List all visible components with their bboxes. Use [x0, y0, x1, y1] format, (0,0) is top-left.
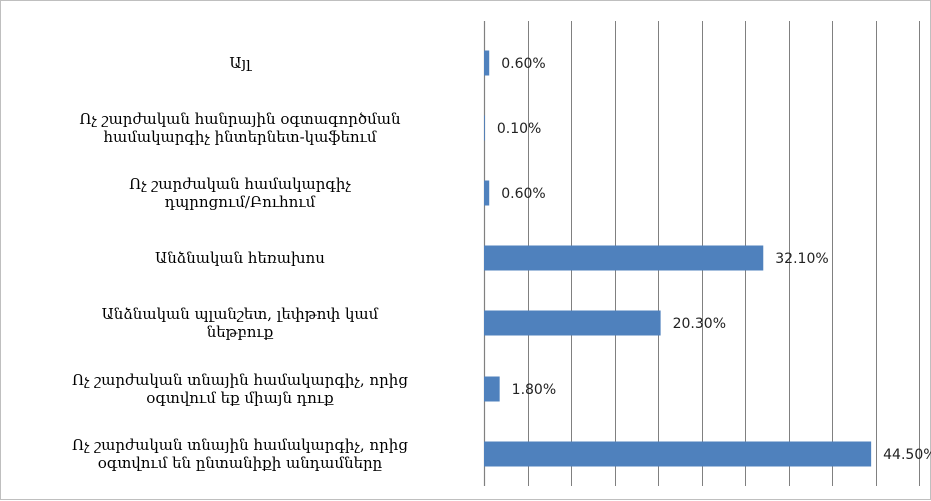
category-label-line: Ոչ շարժական տնային համակարգիչ, որից: [72, 436, 408, 454]
category-label-line: համակարգիչ ինտերնետ-կաֆեում: [103, 128, 377, 146]
category-label: Ոչ շարժական տնային համակարգիչ, որից օգտվո…: [9, 436, 471, 472]
bar: [484, 376, 500, 402]
data-label: 20.30%: [673, 316, 726, 332]
bar: [484, 180, 490, 206]
bar: [484, 441, 872, 467]
bar: [484, 50, 490, 76]
category-label-line: Անձնական հեռախոս: [155, 249, 325, 267]
category-label: Ոչ շարժական հանրային օգտագործման համակարգ…: [9, 110, 471, 146]
category-label-line: Այլ: [229, 54, 251, 72]
category-label-line: Ոչ շարժական համակարգիչ: [129, 175, 351, 193]
bar: [484, 245, 764, 271]
data-labels: 0.60% 0.10% 0.60% 32.10% 20.30% 1.80% 44.50%: [497, 56, 931, 463]
category-label-line: օգտվում եք միայն դուք: [146, 389, 334, 407]
category-label-line: դպրոցում/Բուհում: [164, 193, 316, 211]
category-label-line: նեթբուք: [206, 323, 274, 341]
category-label: Ոչ շարժական տնային համակարգիչ, որից օգտվո…: [9, 371, 471, 407]
category-label-line: Ոչ շարժական հանրային օգտագործման: [79, 110, 401, 128]
bars: [484, 50, 872, 467]
category-label: Անձնական հեռախոս: [9, 249, 471, 267]
category-label: Այլ: [9, 54, 471, 72]
data-label: 0.10%: [497, 121, 541, 137]
data-label: 1.80%: [512, 382, 556, 398]
category-label-line: օգտվում են ընտանիքի անդամները: [97, 454, 383, 472]
category-label-line: Ոչ շարժական տնային համակարգիչ, որից: [72, 371, 408, 389]
category-label-line: Անձնական պլանշետ, լեփթոփ կամ: [101, 305, 379, 323]
category-label: Անձնական պլանշետ, լեփթոփ կամ նեթբուք: [9, 305, 471, 341]
data-label: 44.50%: [883, 447, 931, 463]
data-label: 0.60%: [501, 186, 545, 202]
bar: [484, 310, 661, 336]
bar: [484, 115, 485, 141]
data-label: 0.60%: [501, 56, 545, 72]
category-label: Ոչ շարժական համակարգիչ դպրոցում/Բուհում: [9, 175, 471, 211]
data-label: 32.10%: [775, 251, 828, 267]
